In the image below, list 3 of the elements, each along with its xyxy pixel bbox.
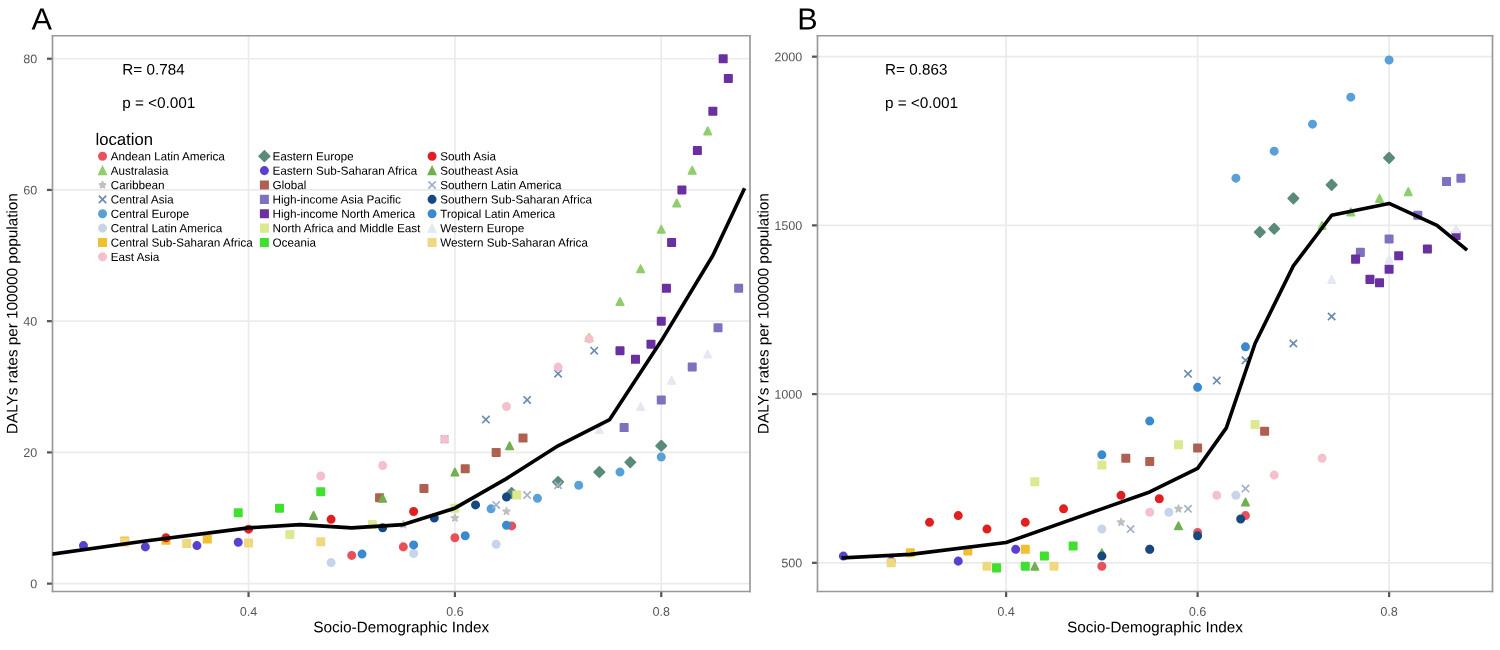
chart-title: B <box>799 8 817 30</box>
legend-title: location <box>96 132 152 146</box>
chart-title: A <box>31 8 52 30</box>
